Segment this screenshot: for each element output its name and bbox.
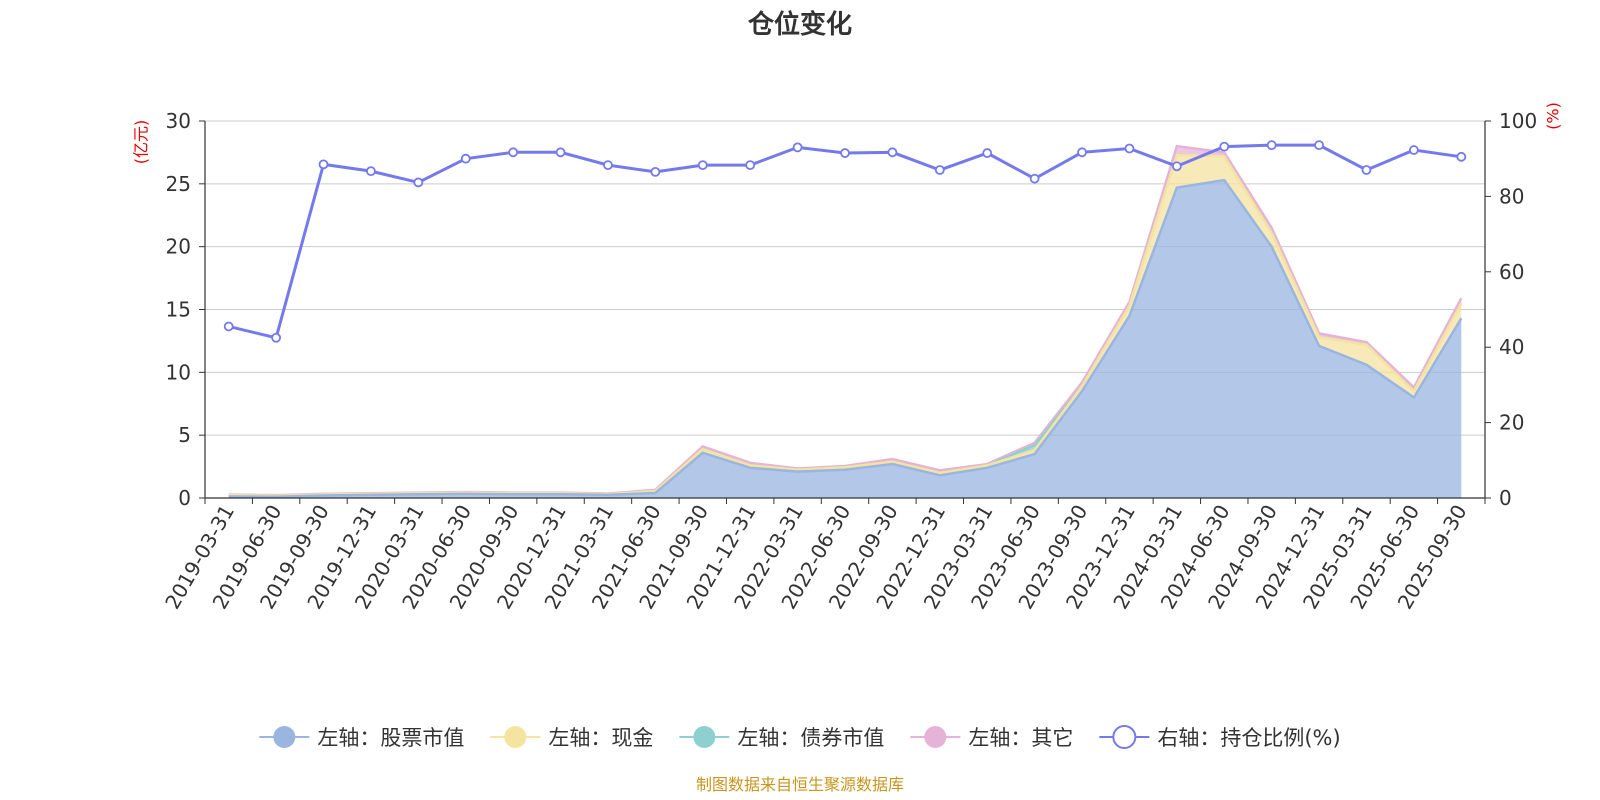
ratio-point	[318, 159, 329, 170]
legend-label: 左轴：其它	[968, 726, 1073, 750]
left-axis-tick-label: 0	[178, 486, 191, 510]
ratio-point	[603, 160, 613, 171]
ratio-point	[223, 321, 234, 332]
ratio-point	[1456, 151, 1467, 162]
legend-label: 左轴：现金	[548, 726, 653, 750]
left-axis-tick-label: 15	[166, 298, 191, 322]
right-axis-tick-label: 60	[1499, 260, 1524, 284]
legend-marker	[693, 726, 716, 748]
area-edge-1	[228, 178, 1463, 498]
ratio-point	[1219, 141, 1230, 152]
ratio-point	[840, 148, 850, 158]
ratio-point	[1314, 140, 1324, 151]
right-axis-unit: (%)	[1544, 102, 1563, 130]
ratio-point	[413, 177, 424, 188]
ratio-point	[555, 147, 566, 158]
ratio-point	[271, 332, 282, 343]
stacked-areas	[228, 144, 1463, 498]
ratio-point	[1408, 145, 1419, 155]
ratio-point	[460, 153, 471, 164]
area-1	[228, 180, 1462, 498]
legend-label: 左轴：债券市值	[737, 726, 884, 750]
ratio-point	[508, 147, 519, 158]
area-2	[228, 154, 1462, 497]
legend-marker	[924, 726, 947, 748]
ratio-line	[223, 140, 1467, 343]
legend-label: 左轴：股票市值	[317, 726, 464, 750]
ratio-point	[650, 166, 661, 177]
ratio-point	[697, 160, 708, 171]
ratio-point	[1266, 140, 1277, 151]
ratio-point	[1077, 147, 1087, 158]
right-axis-tick-label: 0	[1499, 486, 1512, 510]
legend-marker	[273, 726, 296, 748]
left-axis-tick-label: 5	[178, 423, 191, 447]
ratio-point	[982, 148, 993, 158]
legend-marker	[1112, 725, 1137, 749]
ratio-point	[1029, 173, 1040, 184]
ratio-point	[1171, 161, 1182, 172]
legend: 左轴：股票市值 左轴：现金 左轴：债券市值 左轴：其它 右轴：持仓比例(%)	[259, 725, 1341, 750]
left-axis-unit: (亿元)	[132, 120, 151, 165]
left-axis-tick-label: 10	[166, 360, 191, 384]
right-axis-tick-label: 40	[1499, 335, 1524, 359]
source-note: 制图数据来自恒生聚源数据库	[696, 775, 904, 794]
left-axis-tick-label: 30	[166, 109, 191, 133]
ratio-point	[792, 142, 803, 153]
legend-label: 右轴：持仓比例(%)	[1157, 726, 1340, 750]
legend-marker	[504, 726, 527, 748]
right-axis-tick-label: 100	[1499, 109, 1537, 133]
chart-title: 仓位变化	[747, 9, 852, 40]
ratio-point	[745, 160, 756, 171]
left-axis-tick-label: 20	[166, 235, 191, 259]
ratio-point	[934, 165, 945, 175]
right-axis-tick-label: 20	[1499, 411, 1524, 435]
right-axis-tick-label: 80	[1499, 184, 1524, 208]
left-axis-tick-label: 25	[166, 172, 191, 196]
ratio-point	[1124, 143, 1135, 154]
ratio-point	[887, 147, 898, 158]
ratio-point	[1361, 165, 1372, 175]
ratio-point	[366, 166, 376, 177]
